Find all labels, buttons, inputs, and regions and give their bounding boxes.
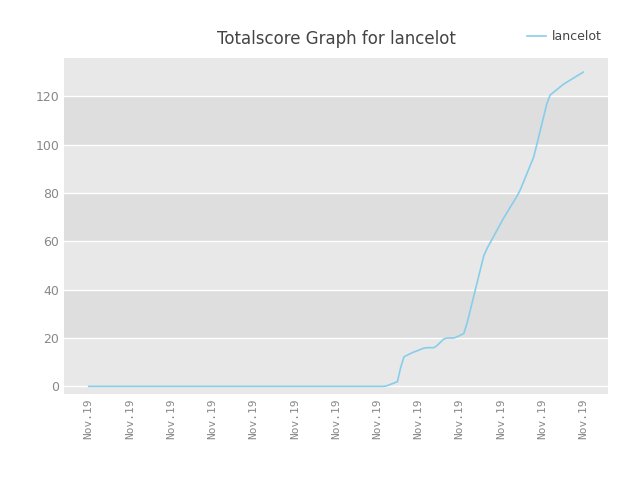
lancelot xyxy=(493,228,501,233)
lancelot xyxy=(364,384,371,389)
Bar xyxy=(64,289,608,338)
Title: Totalscore Graph for lancelot: Totalscore Graph for lancelot xyxy=(216,30,456,48)
lancelot xyxy=(85,384,93,389)
Bar xyxy=(64,193,608,241)
lancelot xyxy=(281,384,289,389)
lancelot xyxy=(344,384,351,389)
Bar xyxy=(64,241,608,289)
lancelot xyxy=(427,345,435,350)
Bar xyxy=(64,58,608,96)
Bar xyxy=(64,144,608,193)
Bar xyxy=(64,96,608,144)
Legend: lancelot: lancelot xyxy=(527,30,602,43)
Bar xyxy=(64,338,608,386)
Line: lancelot: lancelot xyxy=(89,72,583,386)
lancelot xyxy=(579,69,587,75)
lancelot xyxy=(248,384,255,389)
